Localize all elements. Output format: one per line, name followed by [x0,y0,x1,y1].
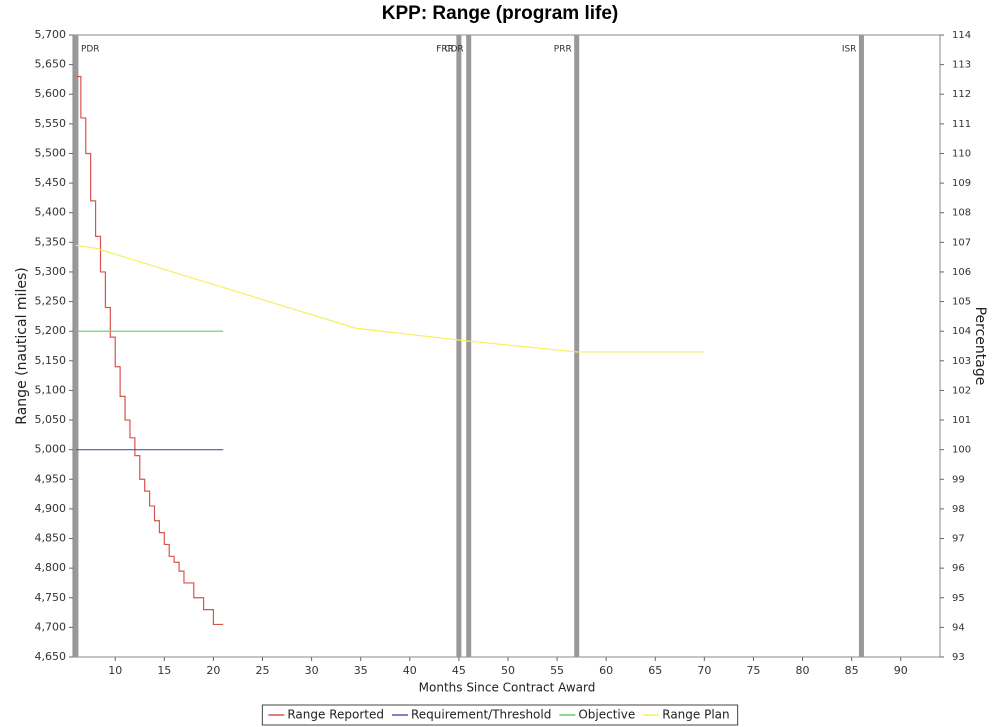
x-tick-label: 50 [501,664,515,677]
x-tick-label: 60 [599,664,613,677]
y2-tick-label: 98 [952,504,965,515]
y2-tick-label: 95 [952,593,965,604]
milestone-label: PRR [554,45,572,55]
x-tick-label: 80 [796,664,810,677]
y2-axis-title: Percentage [972,307,988,386]
y-tick-label: 4,950 [35,472,67,485]
x-tick-label: 30 [305,664,319,677]
y-tick-label: 5,050 [35,413,67,426]
y2-tick-label: 108 [952,208,971,219]
y-tick-label: 4,800 [35,561,67,574]
y2-tick-label: 102 [952,385,971,396]
y2-tick-label: 104 [952,326,971,337]
y2-tick-label: 110 [952,148,971,159]
y-tick-label: 4,900 [35,502,67,515]
y-tick-label: 5,350 [35,235,67,248]
y2-tick-label: 96 [952,563,965,574]
y-tick-label: 5,450 [35,176,67,189]
y2-tick-label: 94 [952,622,965,633]
x-tick-label: 45 [452,664,466,677]
y-tick-label: 5,700 [35,28,67,41]
x-tick-label: 85 [845,664,859,677]
legend-label: Range Reported [287,708,384,722]
x-tick-label: 40 [403,664,417,677]
y2-tick-label: 93 [952,652,965,663]
y-tick-label: 4,750 [35,591,67,604]
y2-tick-label: 100 [952,445,971,456]
y2-tick-label: 103 [952,356,971,367]
x-tick-label: 70 [697,664,711,677]
y-tick-label: 5,550 [35,117,67,130]
y-tick-label: 5,400 [35,206,67,219]
x-tick-label: 10 [108,664,122,677]
chart-title: KPP: Range (program life) [382,3,618,24]
x-tick-label: 65 [648,664,662,677]
x-tick-label: 20 [206,664,220,677]
y-axis-title: Range (nautical miles) [14,267,30,424]
y-tick-label: 5,150 [35,354,67,367]
milestone-label: PDR [81,45,100,55]
y2-tick-label: 106 [952,267,971,278]
series-line [75,75,224,626]
legend-box [261,704,739,726]
y-tick-label: 4,700 [35,620,67,633]
y-tick-label: 5,250 [35,295,67,308]
y2-tick-label: 99 [952,474,965,485]
y2-tick-label: 111 [952,119,971,130]
x-tick-label: 25 [256,664,270,677]
y-tick-label: 4,650 [35,650,67,663]
legend-label: Objective [578,708,635,722]
x-tick-label: 35 [354,664,368,677]
legend-label: Range Plan [662,708,729,722]
y2-tick-label: 113 [952,60,971,71]
y-tick-label: 5,600 [35,87,67,100]
y2-tick-label: 114 [952,30,971,41]
y2-tick-label: 109 [952,178,971,189]
milestone-label: FRR [436,45,454,55]
legend-label: Requirement/Threshold [411,708,551,722]
y2-tick-label: 105 [952,297,971,308]
x-tick-label: 75 [746,664,760,677]
milestone-label: ISR [842,45,857,55]
y-tick-label: 5,100 [35,383,67,396]
plot-area [72,34,941,658]
y-tick-label: 5,200 [35,324,67,337]
x-tick-label: 55 [550,664,564,677]
y2-tick-label: 107 [952,237,971,248]
y2-tick-label: 112 [952,89,971,100]
x-tick-label: 90 [894,664,908,677]
milestone-label: CDR [444,45,463,55]
y-tick-label: 5,300 [35,265,67,278]
y-tick-label: 5,500 [35,146,67,159]
y-tick-label: 4,850 [35,532,67,545]
y2-tick-label: 97 [952,534,965,545]
y-tick-label: 5,650 [35,58,67,71]
y-tick-label: 5,000 [35,443,67,456]
series-line [75,244,705,353]
y2-tick-label: 101 [952,415,971,426]
x-axis-title: Months Since Contract Award [419,681,596,695]
x-tick-label: 15 [157,664,171,677]
legend: Range Reported Requirement/Threshold Objec… [261,704,739,726]
